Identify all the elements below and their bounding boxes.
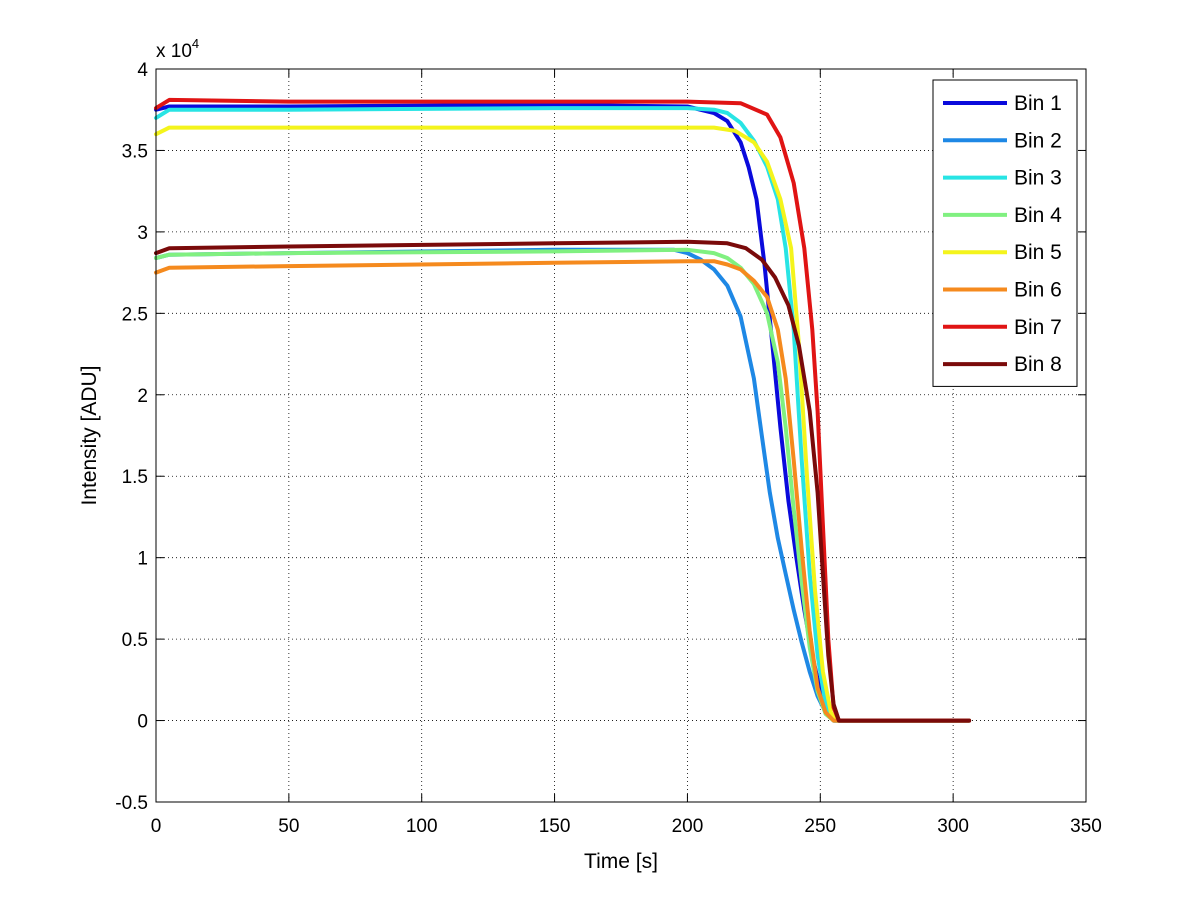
- y-tick-label: 0.5: [122, 630, 148, 651]
- legend-label: Bin 1: [1014, 92, 1062, 115]
- legend-label: Bin 8: [1014, 353, 1062, 376]
- series-line-bin-3: [154, 106, 972, 723]
- x-tick-label: 350: [1070, 816, 1102, 837]
- y-tick-label: 3: [137, 223, 148, 244]
- y-axis-exponent-base: x 10: [156, 41, 192, 62]
- x-tick-label: 200: [672, 816, 704, 837]
- y-tick-label: -0.5: [115, 793, 148, 814]
- series-line-bin-5: [154, 125, 972, 723]
- y-tick-label: 2.5: [122, 304, 148, 325]
- series-line-bin-6: [154, 259, 972, 723]
- x-tick-label: 150: [539, 816, 571, 837]
- plot-frame: [155, 68, 1087, 803]
- y-tick-label: 1: [137, 549, 148, 570]
- x-tick-label: 100: [406, 816, 438, 837]
- y-axis-exponent-power: 4: [192, 36, 199, 51]
- grid-lines: [156, 69, 1086, 802]
- y-axis-label: Intensity [ADU]: [78, 365, 101, 505]
- y-tick-label: 0: [137, 712, 148, 733]
- legend-label: Bin 2: [1014, 129, 1062, 152]
- legend-label: Bin 6: [1014, 279, 1062, 302]
- series-lines: [154, 97, 972, 723]
- legend-label: Bin 4: [1014, 204, 1062, 227]
- series-line-bin-8: [154, 239, 972, 723]
- x-tick-label: 50: [278, 816, 299, 837]
- legend-box: [932, 79, 1078, 387]
- legend-label: Bin 3: [1014, 167, 1062, 190]
- legend: Bin 1 Bin 2 Bin 3 Bin 4 Bin 5 Bin 6 Bin 7 Bin 8: [932, 79, 1078, 387]
- x-tick-label: 250: [804, 816, 836, 837]
- y-axis-exponent-label: x 104: [156, 36, 199, 62]
- legend-label: Bin 5: [1014, 241, 1062, 264]
- x-tick-label: 0: [151, 816, 162, 837]
- y-tick-label: 1.5: [122, 467, 148, 488]
- legend-label: Bin 7: [1014, 316, 1062, 339]
- axis-ticks: 0 50 100 150 200 250 300 350-0.500.511.522.533.…: [115, 60, 1102, 837]
- x-tick-label: 300: [937, 816, 969, 837]
- y-tick-label: 2: [137, 386, 148, 407]
- y-tick-label: 3.5: [122, 141, 148, 162]
- y-tick-label: 4: [137, 60, 148, 81]
- x-axis-label: Time [s]: [584, 850, 658, 873]
